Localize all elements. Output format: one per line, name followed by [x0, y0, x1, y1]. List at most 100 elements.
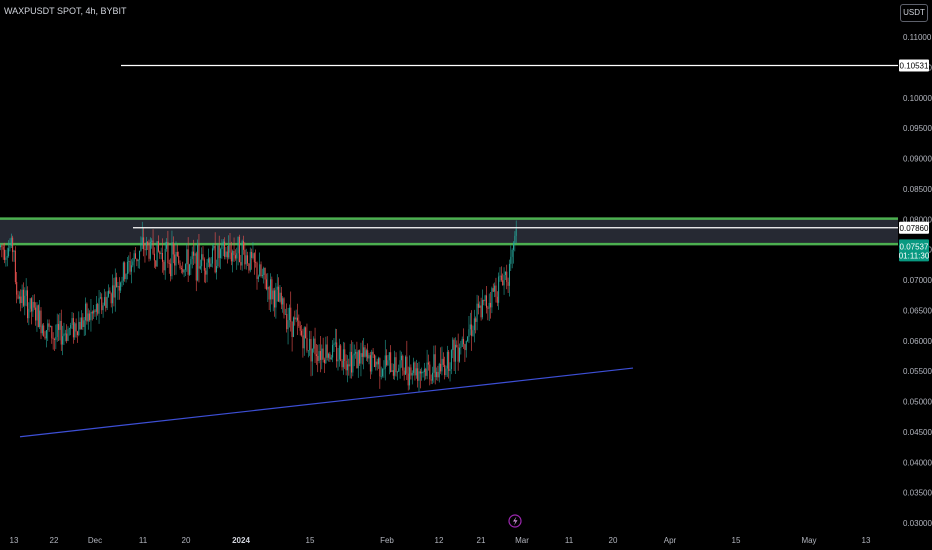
x-tick-label: Dec — [88, 536, 102, 545]
candle — [274, 287, 276, 317]
candle — [31, 297, 33, 325]
candle — [315, 343, 317, 365]
candle — [413, 357, 415, 376]
x-tick-label: 13 — [862, 536, 871, 545]
candle — [216, 259, 217, 280]
candle — [98, 290, 100, 324]
candle — [326, 336, 328, 361]
candle — [371, 349, 373, 375]
candle — [492, 283, 494, 293]
candle — [303, 326, 305, 356]
lightning-event-icon[interactable] — [508, 514, 522, 528]
candle — [213, 243, 215, 251]
candle — [174, 244, 176, 276]
candle — [49, 325, 51, 328]
candle — [105, 291, 107, 312]
candle — [32, 294, 34, 318]
candle — [268, 285, 270, 311]
candle — [456, 340, 458, 348]
candle — [475, 316, 477, 334]
candle — [288, 304, 290, 328]
candle — [229, 233, 231, 260]
candle — [329, 351, 331, 362]
candle — [232, 249, 234, 273]
candle — [182, 261, 184, 275]
candle — [514, 231, 516, 252]
x-tick-label: 2024 — [232, 536, 250, 545]
candle — [152, 229, 154, 255]
candle — [187, 237, 189, 282]
candle — [48, 319, 50, 332]
candle — [390, 345, 392, 373]
candle — [218, 235, 220, 268]
candle — [426, 349, 428, 380]
candle — [353, 344, 355, 367]
candle — [18, 291, 20, 304]
candle — [90, 299, 92, 332]
candle — [25, 278, 27, 307]
candle — [298, 314, 300, 328]
candle — [112, 274, 114, 314]
candle — [201, 247, 203, 273]
resistance-zone[interactable] — [0, 218, 898, 245]
candle — [261, 268, 263, 279]
candle — [349, 343, 351, 379]
x-tick-label: 15 — [306, 536, 315, 545]
candle — [459, 343, 460, 363]
x-tick-label: 15 — [732, 536, 741, 545]
y-tick-label: 0.03000 — [903, 519, 932, 528]
candle — [44, 331, 46, 340]
candle — [209, 257, 211, 269]
candle — [47, 319, 49, 341]
candle — [133, 250, 135, 273]
candle — [56, 313, 58, 342]
candle — [471, 310, 473, 351]
candle — [137, 259, 139, 269]
candle — [228, 235, 230, 260]
candle — [405, 355, 406, 376]
candle — [99, 292, 101, 300]
candle — [184, 263, 186, 277]
candle — [110, 292, 112, 308]
y-tick-label: 0.05000 — [903, 398, 932, 407]
candle — [163, 259, 165, 275]
candle — [510, 245, 512, 272]
candle — [45, 330, 47, 348]
candle — [352, 341, 354, 377]
countdown-label: 01:11:30 — [899, 251, 930, 260]
candle — [67, 326, 69, 342]
candle — [346, 355, 348, 383]
candle — [121, 276, 123, 287]
candle — [379, 357, 381, 389]
candle — [409, 355, 411, 390]
x-tick-label: 20 — [182, 536, 191, 545]
candle — [418, 361, 420, 393]
candle — [368, 352, 370, 365]
candle — [141, 221, 143, 249]
currency-button[interactable]: USDT — [900, 4, 928, 22]
candle — [450, 349, 452, 375]
candle — [372, 348, 374, 358]
candle — [472, 325, 474, 337]
candle — [382, 367, 384, 378]
candle — [499, 267, 501, 282]
candle — [89, 310, 91, 322]
candle — [442, 352, 444, 368]
candle — [356, 341, 358, 369]
candle — [484, 294, 486, 306]
level-price-label: 0.07860 — [900, 224, 929, 233]
candle — [310, 330, 312, 377]
candle — [290, 291, 292, 332]
candle — [66, 324, 68, 344]
candle — [124, 261, 126, 282]
candle — [388, 352, 390, 375]
candle — [402, 354, 404, 376]
candle — [457, 333, 459, 371]
candle — [399, 350, 401, 379]
candle — [36, 302, 38, 332]
candle — [271, 276, 273, 305]
support-trendline[interactable] — [19, 367, 634, 438]
y-tick-label: 0.06500 — [903, 306, 932, 315]
candle — [248, 263, 250, 274]
